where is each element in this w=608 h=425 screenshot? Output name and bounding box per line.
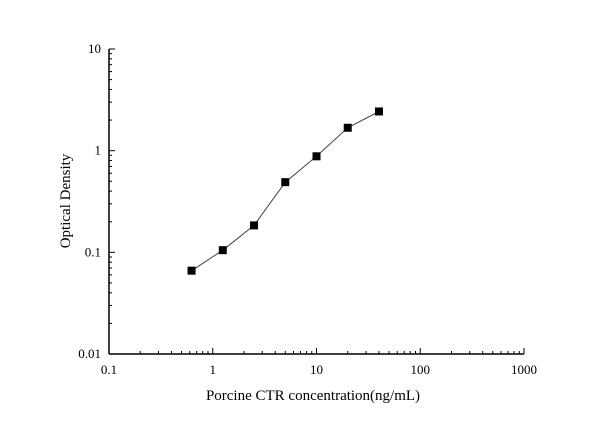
y-tick-label: 10 <box>88 41 101 56</box>
y-tick-label: 1 <box>95 143 102 158</box>
x-tick-label: 1 <box>210 362 217 377</box>
data-point <box>281 178 290 187</box>
data-point <box>343 123 352 132</box>
x-axis-title: Porcine CTR concentration(ng/mL) <box>206 388 420 404</box>
y-tick-label: 0.1 <box>85 244 101 259</box>
y-tick-label: 0.01 <box>78 346 101 361</box>
x-tick-label: 100 <box>411 362 431 377</box>
x-tick-label: 1000 <box>511 362 537 377</box>
data-point <box>187 266 196 275</box>
x-tick-label: 0.1 <box>101 362 117 377</box>
series-marks <box>187 107 383 275</box>
data-point <box>250 221 259 230</box>
x-tick-label: 10 <box>310 362 323 377</box>
data-point <box>374 107 383 116</box>
y-axis-title: Optical Density <box>58 153 74 248</box>
data-point <box>218 246 227 255</box>
data-point <box>312 152 321 161</box>
